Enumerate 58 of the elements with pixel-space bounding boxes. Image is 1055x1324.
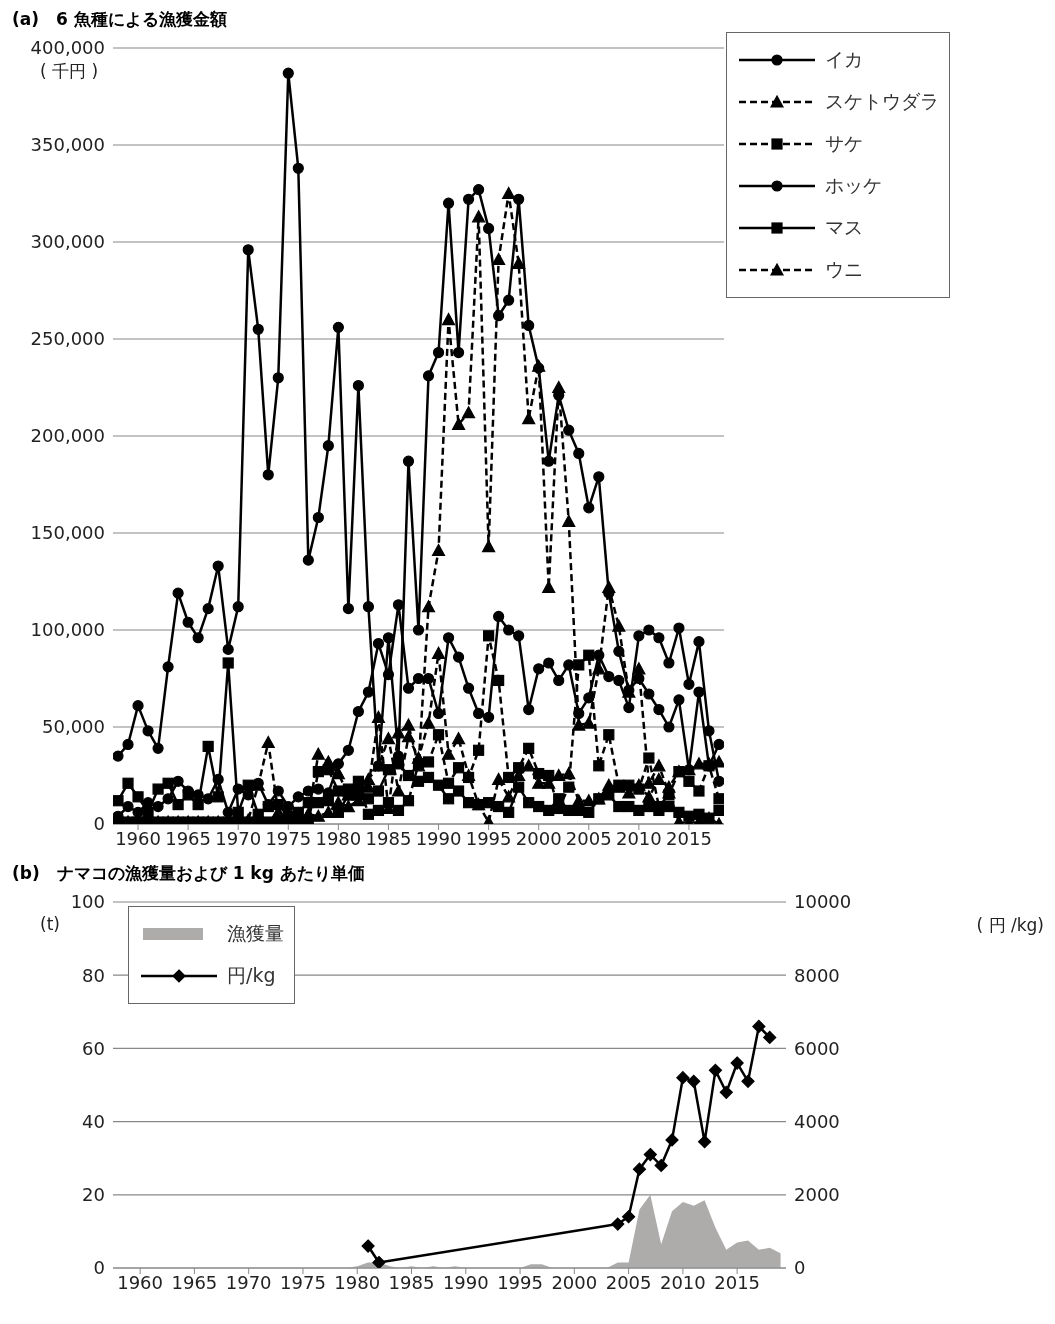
x-tick-label: 1965 (171, 1271, 218, 1293)
y-tick-label: 400,000 (30, 37, 105, 59)
legend-label: ホッケ (825, 173, 882, 198)
x-tick-label: 2015 (714, 1271, 761, 1293)
legend-label: スケトウダラ (825, 89, 939, 114)
x-tick-label: 1990 (415, 827, 462, 849)
x-tick-label: 1995 (465, 827, 512, 849)
y2-tick-label: 2000 (794, 1184, 840, 1206)
y-tick-label: 40 (82, 1110, 105, 1132)
legend-label: マス (825, 215, 863, 240)
x-tick-label: 1985 (388, 1271, 435, 1293)
y-tick-label: 300,000 (30, 231, 105, 253)
x-tick-label: 1975 (265, 827, 312, 849)
y2-tick-label: 10000 (794, 891, 852, 913)
y-tick-label: 100 (70, 891, 105, 913)
y2-axis-title: ( 円 /kg) (976, 914, 1044, 937)
x-tick-label: 2010 (659, 1271, 706, 1293)
x-tick-label: 2000 (515, 827, 562, 849)
x-tick-label: 1965 (165, 827, 212, 849)
x-tick-label: 1960 (115, 827, 161, 849)
y-tick-label: 80 (82, 964, 105, 986)
y-tick-label: 250,000 (30, 328, 105, 350)
chart-title: (b) ナマコの漁獲量および 1 kg あたり単価 (11, 862, 366, 885)
y2-tick-label: 8000 (794, 964, 840, 986)
x-tick-label: 1970 (225, 1271, 272, 1293)
y-tick-label: 350,000 (30, 134, 105, 156)
y-tick-label: 60 (82, 1037, 105, 1059)
x-tick-label: 2005 (565, 827, 612, 849)
y-tick-label: 0 (93, 1257, 105, 1279)
legend-label: イカ (825, 47, 863, 72)
x-tick-label: 2015 (666, 827, 712, 849)
chart-title: (a) 6 魚種による漁獲金額 (11, 8, 228, 31)
y-axis-title: (t) (40, 914, 60, 934)
x-tick-label: 1970 (215, 827, 262, 849)
x-tick-label: 1990 (442, 1271, 489, 1293)
y-axis-title: ( 千円 ) (40, 60, 99, 83)
x-tick-label: 1980 (315, 827, 362, 849)
legend-label: サケ (825, 131, 863, 156)
y-tick-label: 50,000 (42, 716, 105, 738)
y2-tick-label: 4000 (794, 1110, 840, 1132)
x-tick-label: 2010 (615, 827, 662, 849)
x-tick-label: 1980 (334, 1271, 381, 1293)
legend-label: 円/kg (227, 963, 276, 988)
x-tick-label: 1985 (365, 827, 412, 849)
legend-label: ウニ (825, 257, 863, 282)
y-tick-label: 0 (93, 813, 105, 835)
y-tick-label: 100,000 (30, 619, 105, 641)
y-tick-label: 150,000 (30, 522, 105, 544)
x-tick-label: 1995 (497, 1271, 543, 1293)
y2-tick-label: 6000 (794, 1037, 840, 1059)
y2-tick-label: 0 (794, 1257, 806, 1279)
legend-label: 漁獲量 (227, 921, 284, 946)
x-tick-label: 1960 (117, 1271, 164, 1293)
x-tick-label: 2000 (551, 1271, 598, 1293)
x-tick-label: 2005 (605, 1271, 652, 1293)
y-tick-label: 200,000 (30, 425, 105, 447)
y-tick-label: 20 (82, 1184, 105, 1206)
x-tick-label: 1975 (280, 1271, 326, 1293)
